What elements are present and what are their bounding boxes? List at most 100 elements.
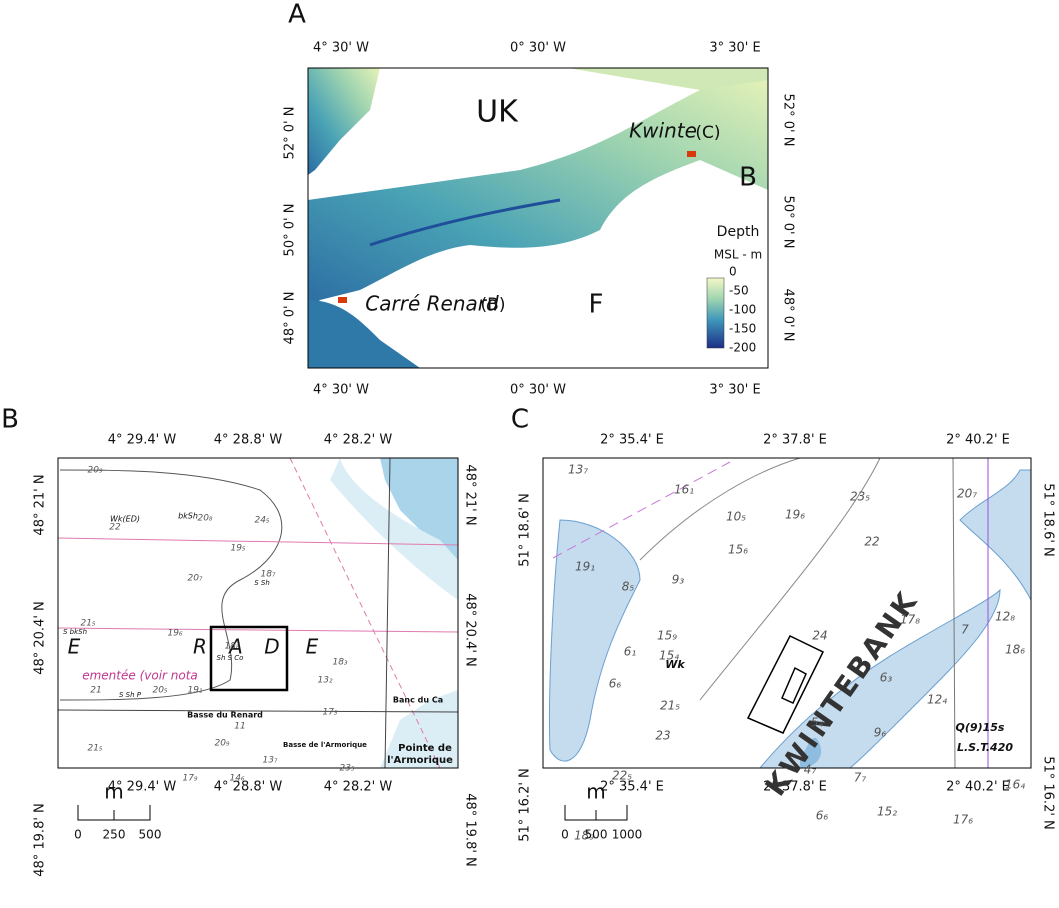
map-label: B — [739, 163, 757, 193]
sounding: 21₅ — [87, 744, 102, 754]
sounding: 10₅ — [726, 510, 746, 524]
map-label: (B) — [481, 295, 506, 315]
right-tick-label: 48° 20.4' N — [463, 593, 478, 667]
right-tick-label: 48° 19.8' N — [463, 793, 478, 867]
left-tick-label: 52° 0' N — [283, 107, 298, 160]
scale-tick-label: 0 — [561, 828, 569, 842]
sounding: 20₉ — [214, 739, 229, 749]
legend-tick-label: 0 — [729, 265, 737, 279]
bottom-tick-label: 2° 40.2' E — [946, 780, 1010, 795]
map-label: Wk(ED) — [110, 515, 140, 524]
top-tick-label: 0° 30' W — [510, 41, 566, 56]
sounding: 7₇ — [854, 771, 867, 785]
sounding: 17₈ — [900, 613, 920, 627]
map-label: Basse du Renard — [187, 711, 263, 720]
panel-c-map — [542, 457, 1032, 821]
bottom-tick-label: 2° 37.8' E — [763, 780, 827, 795]
sounding: 19₁ — [187, 686, 202, 696]
left-tick-label: 48° 19.8' N — [33, 803, 48, 877]
bottom-tick-label: 4° 30' W — [313, 383, 369, 398]
sounding: 22₅ — [612, 769, 632, 783]
sounding: 17₆ — [953, 813, 973, 827]
sounding: 6₆ — [609, 677, 622, 691]
sounding: 6₃ — [880, 671, 893, 685]
top-tick-label: 4° 28.2' W — [324, 433, 393, 448]
sounding: 18₆ — [1005, 643, 1025, 657]
map-label: E — [306, 635, 319, 659]
sounding: 12₈ — [995, 610, 1015, 624]
sounding: 6₁ — [624, 645, 637, 659]
bottom-tick-label: 4° 28.8' W — [214, 780, 283, 795]
top-tick-label: 4° 29.4' W — [108, 433, 177, 448]
top-tick-label: 2° 40.2' E — [946, 433, 1010, 448]
map-label: S bkSh — [63, 628, 87, 636]
scale-tick-label: 1000 — [612, 828, 643, 842]
left-tick-label: 51° 18.6' N — [518, 493, 533, 567]
map-label: Pointe de — [398, 743, 452, 754]
map-label: F — [589, 290, 604, 320]
sounding: 23 — [655, 729, 670, 743]
sounding: 17₉ — [182, 774, 197, 784]
map-label: Sh S Co — [217, 654, 244, 662]
sounding: 11 — [234, 722, 245, 732]
panel-b-map — [57, 457, 459, 821]
left-tick-label: 48° 20.4' N — [33, 601, 48, 675]
panel-letter: A — [288, 0, 306, 30]
legend-title: Depth — [717, 224, 760, 240]
map-label: Basse de l'Armorique — [283, 741, 367, 749]
sounding: 13₂ — [317, 676, 332, 686]
sounding: 15₂ — [877, 805, 897, 819]
legend-tick-label: -100 — [729, 303, 756, 317]
right-tick-label: 50° 0' N — [781, 196, 796, 249]
sounding: 20₈ — [197, 514, 212, 524]
top-tick-label: 2° 37.8' E — [763, 433, 827, 448]
sounding: 19₅ — [230, 544, 245, 554]
map-label: Carré Renard — [365, 292, 499, 316]
sounding: 7 — [961, 623, 969, 637]
sounding: 15₉ — [657, 629, 677, 643]
sounding: 18₃ — [332, 658, 347, 668]
panel-letter: C — [511, 405, 529, 435]
map-label: UK — [476, 95, 519, 130]
scale-tick-label: 500 — [139, 828, 162, 842]
sounding: 23₅ — [850, 490, 870, 504]
sounding: 20₅ — [152, 686, 167, 696]
map-label: E — [68, 635, 81, 659]
sounding: 24 — [812, 629, 827, 643]
scale-tick-label: 500 — [585, 828, 608, 842]
sounding: 23₅ — [339, 764, 354, 774]
map-label: R — [193, 635, 207, 659]
right-tick-label: 48° 21' N — [463, 464, 478, 525]
map-label: Wk — [665, 658, 685, 671]
top-tick-label: 4° 28.8' W — [214, 433, 283, 448]
top-tick-label: 4° 30' W — [313, 41, 369, 56]
sounding: 22 — [109, 523, 121, 533]
bottom-tick-label: 2° 35.4' E — [600, 780, 664, 795]
sounding: 15₄ — [659, 649, 679, 663]
sounding: 9₃ — [672, 573, 685, 587]
left-tick-label: 48° 0' N — [283, 292, 298, 345]
map-label: L.S.T.420 — [957, 741, 1013, 754]
sounding: 5₄ — [811, 716, 824, 730]
sounding: 18₈ — [224, 642, 239, 652]
map-label: S Sh — [254, 579, 270, 587]
legend-tick-label: -200 — [729, 341, 756, 355]
sounding: 20₇ — [187, 574, 202, 584]
top-tick-label: 3° 30' E — [709, 41, 760, 56]
map-label: ementée (voir nota — [82, 669, 198, 683]
map-label: S Sh P — [119, 691, 142, 699]
right-tick-label: 51° 18.6' N — [1041, 483, 1056, 557]
sounding: 13₇ — [262, 756, 277, 766]
legend-unit: MSL - m — [714, 248, 762, 262]
sounding: 24₅ — [254, 516, 269, 526]
sounding: 16₄ — [1005, 778, 1025, 792]
sounding: 17₅ — [322, 708, 337, 718]
legend-tick-label: -150 — [729, 322, 756, 336]
panel-a-map — [307, 67, 769, 369]
sounding: 14₆ — [229, 774, 244, 784]
sounding: 19₆ — [167, 629, 182, 639]
right-tick-label: 48° 0' N — [781, 289, 796, 342]
sounding: 13₇ — [568, 463, 588, 477]
sounding: 8₅ — [622, 580, 635, 594]
